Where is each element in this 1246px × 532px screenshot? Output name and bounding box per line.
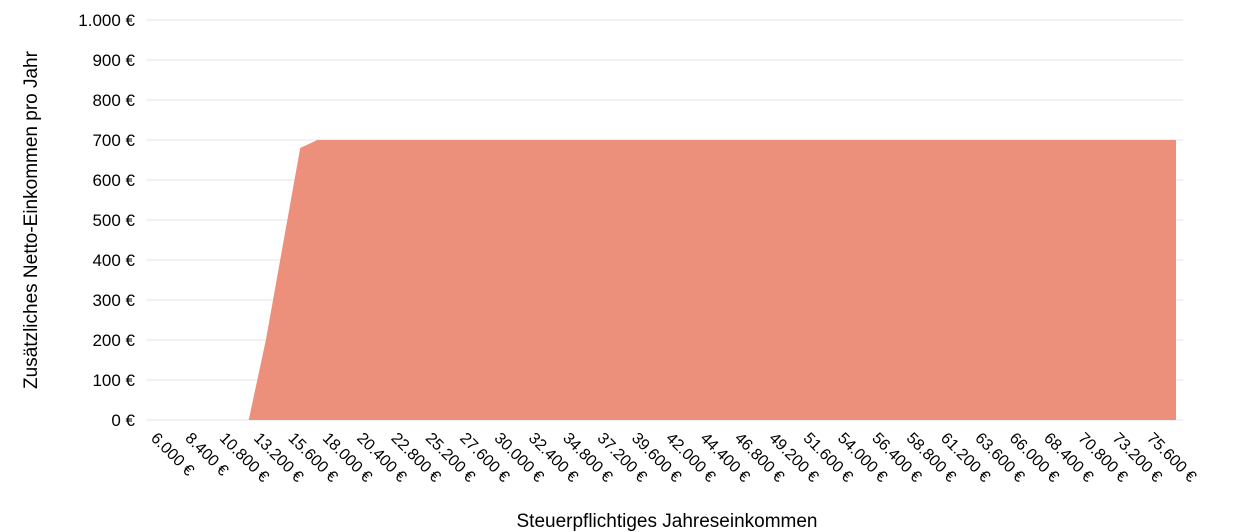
y-tick-label: 700 €	[92, 131, 135, 150]
x-axis-ticks: 6.000 €8.400 €10.800 €13.200 €15.600 €18…	[147, 430, 1199, 486]
y-tick-label: 800 €	[92, 91, 135, 110]
y-tick-label: 100 €	[92, 371, 135, 390]
y-tick-label: 600 €	[92, 171, 135, 190]
y-tick-label: 400 €	[92, 251, 135, 270]
y-tick-label: 1.000 €	[78, 11, 135, 30]
y-axis-ticks: 0 € 100 € 200 € 300 € 400 € 500 € 600 € 700 € 80…	[78, 11, 135, 430]
area-series	[180, 140, 1176, 420]
y-axis-title: Zusätzliches Netto-Einkommen pro Jahr	[21, 50, 42, 389]
y-tick-label: 0 €	[111, 411, 135, 430]
x-axis-title: Steuerpflichtiges Jahreseinkommen	[517, 511, 818, 532]
y-tick-label: 300 €	[92, 291, 135, 310]
y-tick-label: 200 €	[92, 331, 135, 350]
y-tick-label: 900 €	[92, 51, 135, 70]
y-tick-label: 500 €	[92, 211, 135, 230]
